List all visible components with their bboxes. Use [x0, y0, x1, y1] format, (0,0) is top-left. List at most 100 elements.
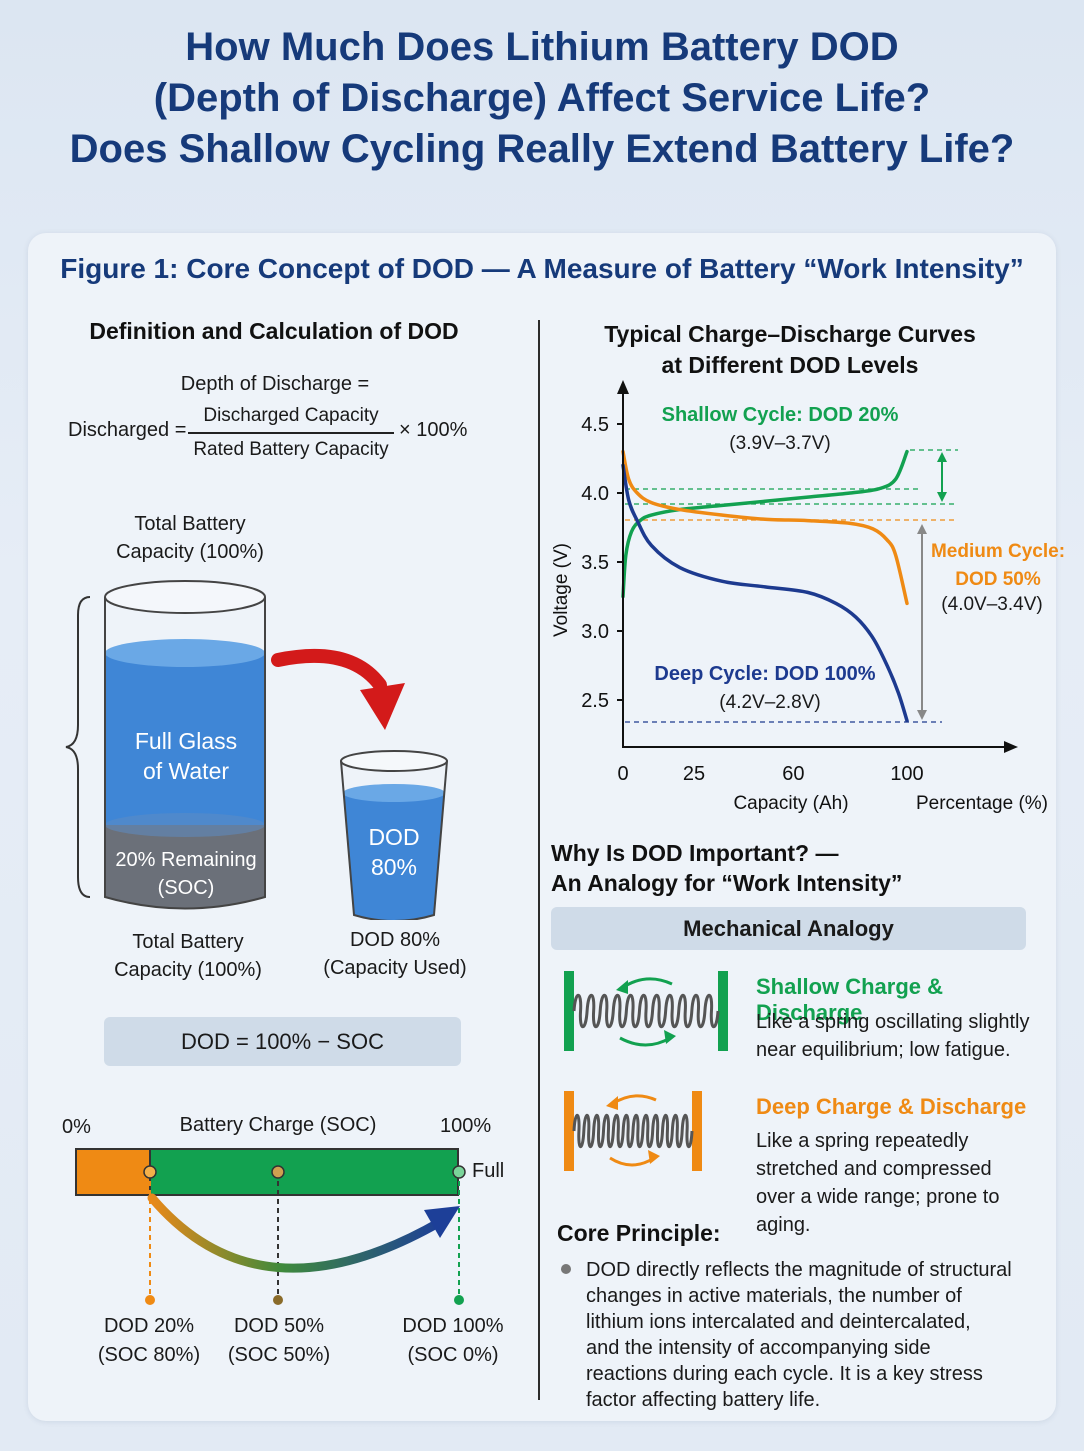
- x-tick-label: 25: [683, 763, 705, 785]
- formula-numerator: Discharged Capacity: [203, 405, 379, 426]
- y-tick-label: 3.5: [581, 552, 609, 574]
- marker-end-dod50: [273, 1295, 283, 1305]
- shallow-analogy-title: Shallow Charge & Discharge: [756, 974, 944, 1025]
- dod-soc-formula: DOD = 100% − SOC: [104, 1017, 461, 1066]
- charge-discharge-chart: 2.5 3.0 3.5 4.0 4.5 0 25 60 100 Voltage (V) Capa…: [551, 380, 1048, 814]
- transition-arrow-icon: [147, 1193, 445, 1273]
- x-tick-label: 0: [617, 763, 628, 785]
- chart-title-line: Typical Charge–Discharge Curves: [604, 321, 976, 347]
- desc-line: Like a spring repeatedly: [756, 1130, 969, 1152]
- marker-label-dod50: DOD 50% (SOC 50%): [214, 1312, 344, 1370]
- label-line: (SOC 80%): [97, 1344, 201, 1366]
- formula-multiplier: × 100%: [399, 419, 468, 441]
- soc-left-label: 0%: [62, 1116, 91, 1138]
- soc-bar-orange: [75, 1148, 151, 1196]
- label-line: DOD: [368, 824, 420, 850]
- glass-top-label: Total Battery Capacity (100%): [90, 510, 290, 566]
- arrow-head-icon: [606, 1096, 618, 1110]
- core-principle-text: DOD directly reflects the magnitude of s…: [586, 1257, 1046, 1413]
- fraction-bar: [188, 432, 394, 434]
- label-line: DOD 50%: [233, 1315, 325, 1337]
- spring-plate-icon: [564, 971, 574, 1051]
- y-tick-label: 2.5: [581, 690, 609, 712]
- marker-label-dod20: DOD 20% (SOC 80%): [84, 1312, 214, 1370]
- stretch-arrow-icon: [611, 1094, 657, 1106]
- chart-axes: [617, 380, 1018, 753]
- series-label-shallow: Shallow Cycle: DOD 20%: [661, 404, 899, 426]
- label-line: DOD 20%: [103, 1315, 195, 1337]
- series-label-medium-line: Medium Cycle:: [930, 541, 1066, 562]
- y-tick-label: 3.0: [581, 621, 609, 643]
- chart-series-layer: [621, 449, 909, 723]
- transition-arrow-head-icon: [424, 1206, 460, 1238]
- label-line: Total Battery: [132, 931, 244, 953]
- series-label-deep: Deep Cycle: DOD 100%: [654, 663, 876, 685]
- label-line: of Water: [142, 758, 230, 784]
- soc-bar-green: [149, 1148, 459, 1196]
- brace-icon: [65, 596, 91, 898]
- range-arrow-deep-icon: [917, 524, 927, 720]
- principle-line: factor affecting battery life.: [586, 1389, 821, 1411]
- stretch-arrow-icon: [609, 1156, 655, 1167]
- heading-line: Why Is DOD Important? —: [551, 840, 839, 866]
- deep-spring-diagram: [564, 1091, 702, 1171]
- page-title: How Much Does Lithium Battery DOD (Depth…: [0, 22, 1084, 175]
- series-line-medium: [621, 449, 909, 606]
- bullet-icon: [561, 1264, 571, 1274]
- small-glass-label: DOD 80%: [344, 822, 444, 882]
- range-arrow-shallow-icon: [937, 452, 947, 502]
- x-axis-label-secondary: Percentage (%): [916, 793, 1048, 814]
- chart-title-line: at Different DOD Levels: [661, 352, 919, 378]
- importance-heading: Why Is DOD Important? — An Analogy for “…: [551, 838, 1021, 898]
- y-axis-arrow-icon: [617, 380, 629, 394]
- label-line: (SOC 0%): [407, 1344, 499, 1366]
- series-range-shallow: (3.9V–3.7V): [729, 433, 831, 454]
- marker-dot-dod100: [452, 1165, 466, 1179]
- desc-line: Like a spring oscillating slightly: [756, 1011, 1030, 1033]
- series-range-deep: (4.2V–2.8V): [719, 692, 821, 713]
- label-line: DOD 80%: [349, 929, 441, 951]
- label-line: Total Battery: [134, 513, 246, 535]
- arrow-head-icon: [616, 980, 628, 994]
- spring-plate-icon: [718, 971, 728, 1051]
- x-tick-label: 60: [782, 763, 804, 785]
- definition-heading: Definition and Calculation of DOD: [89, 318, 459, 344]
- series-label-medium-line: DOD 50%: [955, 569, 1041, 590]
- desc-line: over a wide range; prone to aging.: [756, 1186, 1000, 1236]
- spring-plate-icon: [692, 1091, 702, 1171]
- label-line: 20% Remaining: [115, 849, 257, 871]
- principle-line: changes in active materials, the number …: [586, 1285, 962, 1307]
- chart-ticks: 2.5 3.0 3.5 4.0 4.5 0 25 60 100: [581, 414, 924, 785]
- label-line: (SOC): [157, 877, 215, 899]
- label-line: Full Glass: [134, 728, 238, 754]
- principle-line: DOD directly reflects the magnitude of s…: [586, 1259, 1012, 1281]
- soc-center-label: Battery Charge (SOC): [179, 1114, 377, 1136]
- principle-line: reactions during each cycle. It is a key…: [586, 1363, 983, 1385]
- series-line-shallow: [621, 449, 909, 599]
- marker-dot-dod20: [143, 1165, 157, 1179]
- arrow-head-icon: [664, 1030, 676, 1044]
- label-line: (Capacity Used): [323, 957, 467, 979]
- label-line: Capacity (100%): [116, 541, 264, 563]
- glass-diagram: [65, 580, 448, 920]
- y-tick-label: 4.5: [581, 414, 609, 436]
- remaining-label: 20% Remaining (SOC): [106, 846, 266, 902]
- marker-end-dod100: [454, 1295, 464, 1305]
- figure-title: Figure 1: Core Concept of DOD — A Measur…: [60, 253, 1024, 284]
- chart-title: Typical Charge–Discharge Curves at Diffe…: [560, 319, 1020, 381]
- principle-line: and the intensity of accompanying side: [586, 1337, 931, 1359]
- spring-plate-icon: [564, 1091, 574, 1171]
- big-glass: [104, 580, 266, 910]
- marker-end-dod20: [145, 1295, 155, 1305]
- soc-bar-diagram: [75, 1148, 466, 1305]
- title-line: How Much Does Lithium Battery DOD: [185, 25, 899, 69]
- glass-bottom-label: Total Battery Capacity (100%): [88, 928, 288, 984]
- pour-arrow-icon: [271, 648, 387, 692]
- x-axis-label: Capacity (Ah): [733, 793, 848, 814]
- marker-dot-dod50: [271, 1165, 285, 1179]
- series-range-medium: (4.0V–3.4V): [941, 594, 1043, 615]
- soc-full-label: Full: [472, 1160, 505, 1182]
- principle-line: lithium ions intercalated and deintercal…: [586, 1311, 971, 1333]
- spring-coil-icon: [572, 1113, 694, 1149]
- label-line: Capacity (100%): [114, 959, 262, 981]
